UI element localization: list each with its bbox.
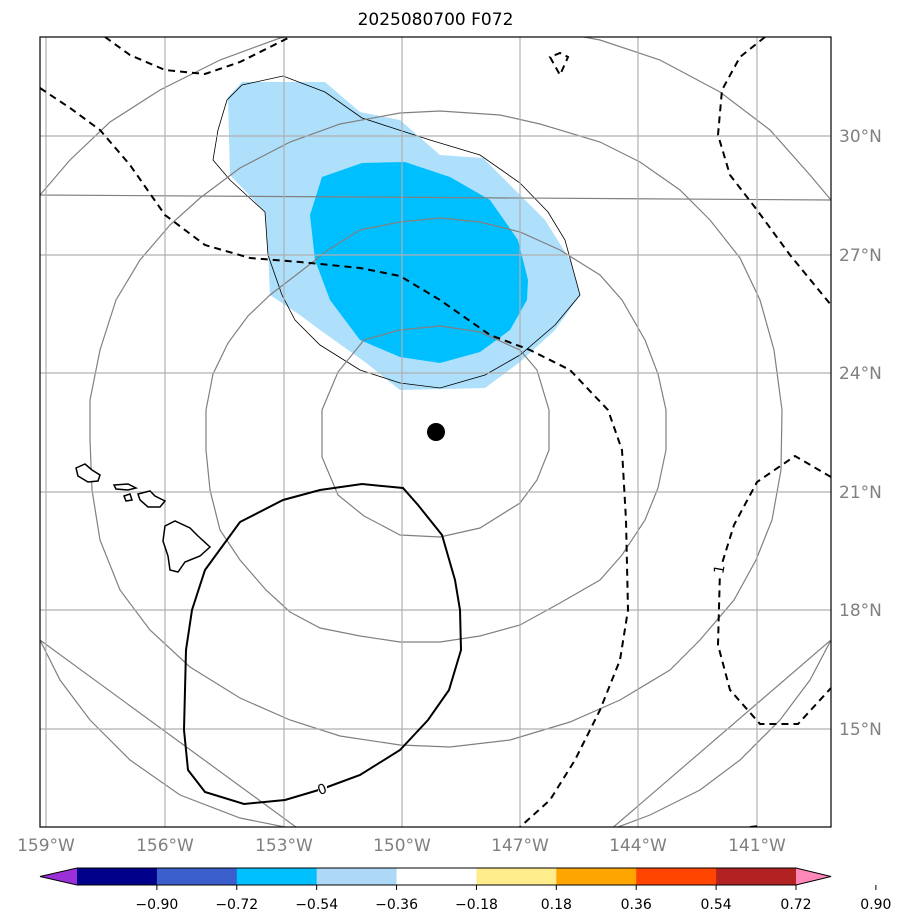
- island-molokai: [123, 493, 133, 502]
- lat-label-27n: 27°N: [839, 246, 882, 266]
- thin-contour: [212, 75, 581, 389]
- island-maui: [137, 490, 167, 508]
- lon-label-147w: 147°W: [491, 836, 549, 856]
- zero-contour: [182, 482, 463, 806]
- chart-title: 2025080700 F072: [357, 10, 514, 30]
- lat-label-30n: 30°N: [839, 127, 882, 147]
- plot-frame: [39, 36, 832, 828]
- island-big-island: [162, 520, 212, 573]
- colorbar-tick-label: −0.18: [455, 897, 498, 913]
- colorbar-segment: [156, 868, 238, 885]
- lon-label-156w: 156°W: [136, 836, 194, 856]
- lat-label-15n: 15°N: [839, 720, 882, 740]
- colorbar-tick-label: −0.72: [215, 897, 258, 913]
- lon-label-153w: 153°W: [255, 836, 313, 856]
- colorbar-segment: [396, 868, 477, 885]
- colorbar-extend-high: [796, 868, 831, 885]
- island-kauai: [75, 463, 101, 483]
- shaded-region-dark: [310, 162, 528, 363]
- lat-label-24n: 24°N: [839, 364, 882, 384]
- island-oahu: [112, 483, 139, 491]
- lat-label-18n: 18°N: [839, 601, 882, 621]
- contour-label-0: 0: [315, 781, 329, 799]
- colorbar-segment: [236, 868, 318, 885]
- colorbar-tick-label: 0.36: [621, 897, 652, 913]
- colorbar-tick-label: 0.90: [860, 897, 891, 913]
- colorbar-tick-label: 0.72: [780, 897, 811, 913]
- colorbar-tick-label: 0.18: [541, 897, 572, 913]
- hawaiian-islands: [75, 463, 212, 573]
- dashed-contours: [40, 37, 831, 827]
- colorbar-segment: [716, 868, 797, 885]
- colorbar-segment: [556, 868, 637, 885]
- storm-center-marker: [427, 423, 445, 441]
- lon-label-150w: 150°W: [373, 836, 431, 856]
- lon-label-144w: 144°W: [609, 836, 667, 856]
- colorbar-segment: [636, 868, 717, 885]
- colorbar-tick-label: −0.90: [135, 897, 178, 913]
- colorbar-outline: [39, 867, 832, 886]
- colorbar: −0.90 −0.72 −0.54 −0.36 −0.18 0.18 0.36 0.54 0.7…: [39, 867, 891, 913]
- range-rings: [40, 37, 831, 827]
- contour-label-1: 1: [711, 564, 728, 576]
- colorbar-tick-label: 0.54: [701, 897, 732, 913]
- colorbar-segment: [476, 868, 557, 885]
- lon-label-159w: 159°W: [17, 836, 75, 856]
- lon-label-141w: 141°W: [728, 836, 786, 856]
- graticule: [40, 37, 831, 827]
- colorbar-segment: [77, 868, 158, 885]
- colorbar-tick-label: −0.36: [375, 897, 418, 913]
- colorbar-segment: [316, 868, 398, 885]
- lat-label-21n: 21°N: [839, 483, 882, 503]
- colorbar-extend-low: [40, 868, 77, 885]
- colorbar-tick-label: −0.54: [295, 897, 338, 913]
